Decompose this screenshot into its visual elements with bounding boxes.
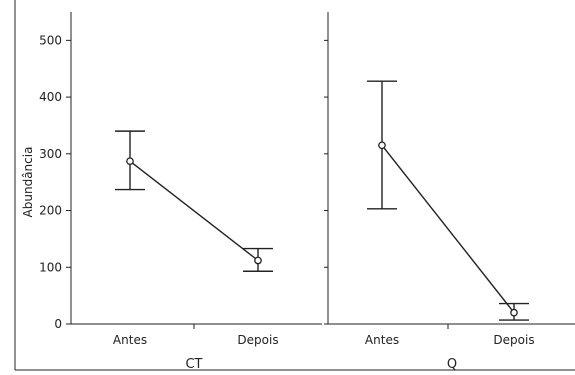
panel-title: CT (185, 357, 202, 372)
series-line (129, 160, 259, 262)
chart-panels: Antes Depois CT Antes Depois Q (70, 12, 575, 372)
y-tick-label: 100 (39, 260, 62, 274)
x-tick-label: Depois (493, 333, 534, 347)
data-point (126, 157, 134, 166)
y-tick-label: 400 (39, 90, 62, 104)
y-tick-label: 300 (39, 147, 62, 161)
panel-title: Q (447, 357, 457, 372)
y-tick-label: 0 (54, 317, 62, 331)
panel-ct: Antes Depois CT (70, 12, 322, 372)
x-tick-label: Antes (365, 333, 399, 347)
y-tick-label: 200 (39, 204, 62, 218)
chart-frame (14, 0, 575, 371)
data-point (378, 141, 386, 150)
y-axis: 0 100 200 300 400 500 (39, 33, 71, 331)
panel-q: Antes Depois Q (324, 12, 575, 372)
data-point (254, 256, 262, 265)
y-tick-label: 500 (39, 33, 62, 47)
x-tick-label: Depois (237, 333, 278, 347)
y-axis-label: Abundância (21, 147, 35, 218)
data-point (510, 308, 518, 317)
x-tick-label: Antes (113, 333, 147, 347)
series-line (381, 144, 515, 314)
